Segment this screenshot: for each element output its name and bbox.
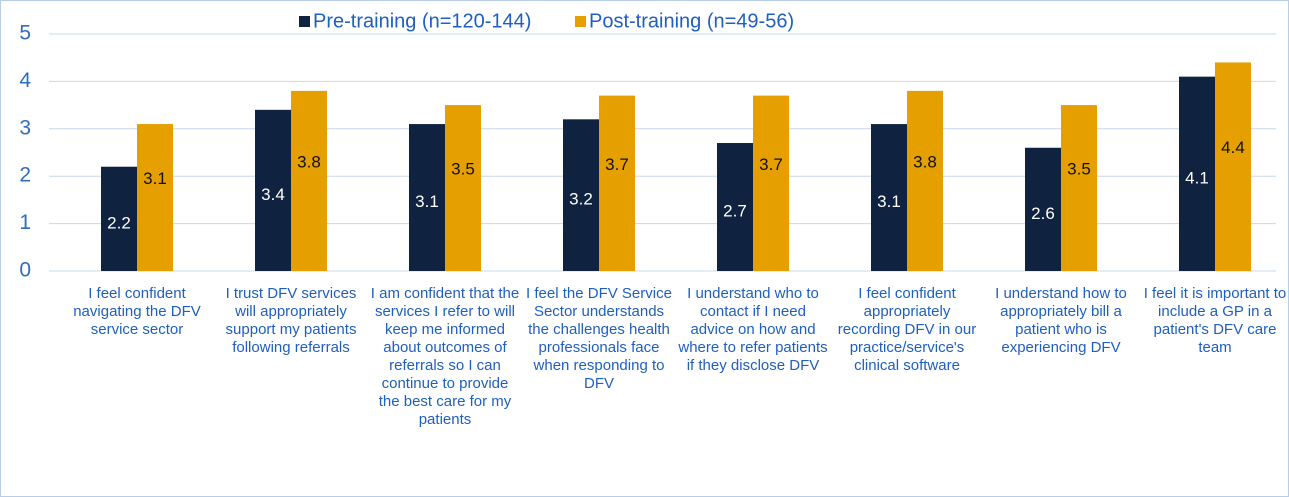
x-tick-label: I understand how to appropriately bill a… [995,285,1127,356]
data-label: 3.7 [605,155,629,174]
bar [101,166,137,271]
bar [409,124,445,271]
bar [255,109,291,271]
bar [717,143,753,271]
x-tick-label: I feel confident navigating the DFV serv… [73,285,201,338]
bar [871,124,907,271]
data-label: 3.8 [297,152,321,171]
bar [907,90,943,271]
y-tick-label: 1 [19,211,31,234]
legend-label: Pre-training (n=120-144) [313,10,531,32]
y-tick-label: 2 [19,164,31,187]
data-label: 3.1 [877,192,901,211]
data-label: 2.6 [1031,204,1055,223]
data-label: 4.1 [1185,168,1209,187]
y-tick-label: 4 [19,69,31,92]
data-label: 3.8 [913,152,937,171]
data-label: 3.1 [415,192,439,211]
bar [137,124,173,271]
x-tick-label: I feel the DFV Service Sector understand… [526,285,672,392]
legend-swatch [299,16,310,27]
bar [1025,147,1061,271]
bar [563,119,599,271]
bar [599,95,635,272]
y-tick-label: 3 [19,116,31,139]
x-tick-label: I understand who to contact if I need ad… [678,285,828,374]
data-label: 3.7 [759,155,783,174]
data-label: 4.4 [1221,138,1245,157]
legend-label: Post-training (n=49-56) [589,10,794,32]
data-label: 3.5 [1067,160,1091,179]
legend-swatch [575,16,586,27]
x-tick-label: I feel it is important to include a GP i… [1143,285,1287,356]
bar [1061,105,1097,271]
x-tick-label: I am confident that the services I refer… [370,285,520,428]
data-label: 3.1 [143,169,167,188]
y-tick-label: 5 [19,22,31,45]
data-label: 3.2 [569,190,593,209]
bar [1215,62,1251,271]
bar [445,105,481,271]
bar [291,90,327,271]
x-tick-label: I feel confident appropriately recording… [837,285,977,374]
x-tick-label: I trust DFV services will appropriately … [225,285,357,356]
data-label: 3.5 [451,160,475,179]
y-tick-label: 0 [19,259,31,282]
data-label: 3.4 [261,185,285,204]
data-label: 2.7 [723,201,747,220]
bar [753,95,789,272]
bar [1179,76,1215,271]
data-label: 2.2 [107,213,131,232]
